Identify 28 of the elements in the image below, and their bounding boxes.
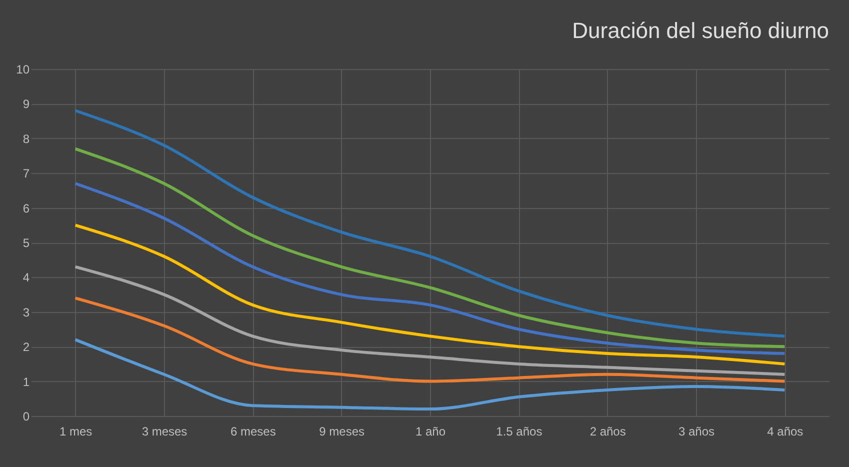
line-series	[74, 182, 786, 356]
y-tick-label: 5	[22, 236, 30, 250]
y-tick-label: 8	[22, 132, 30, 146]
line-series	[74, 296, 786, 383]
y-tick-label: 10	[16, 62, 30, 76]
line-series	[74, 338, 786, 411]
x-tick-label: 1.5 años	[496, 424, 542, 438]
x-tick-label: 4 años	[767, 424, 804, 438]
y-tick-label: 3	[22, 305, 30, 320]
y-tick-label: 4	[22, 270, 30, 285]
x-tick-label: 3 meses	[142, 424, 188, 438]
x-tick-label: 1 año	[415, 424, 446, 438]
y-tick-label: 7	[22, 166, 30, 181]
x-tick-label: 3 años	[678, 424, 715, 438]
x-tick-label: 6 meses	[230, 424, 276, 438]
y-tick-label: 1	[22, 374, 30, 389]
x-tick-label: 2 años	[590, 424, 626, 438]
y-tick-label: 9	[22, 97, 30, 112]
chart-title: Duración del sueño diurno	[572, 18, 829, 43]
x-tick-label: 9 meses	[319, 424, 365, 438]
line-series	[74, 147, 786, 348]
y-tick-label: 2	[22, 340, 30, 354]
y-tick-label: 6	[22, 201, 30, 216]
line-series	[74, 224, 786, 366]
x-tick-label: 1 mes	[59, 424, 92, 438]
y-tick-label: 0	[22, 410, 30, 424]
line-series	[74, 265, 786, 376]
line-series	[74, 109, 786, 338]
